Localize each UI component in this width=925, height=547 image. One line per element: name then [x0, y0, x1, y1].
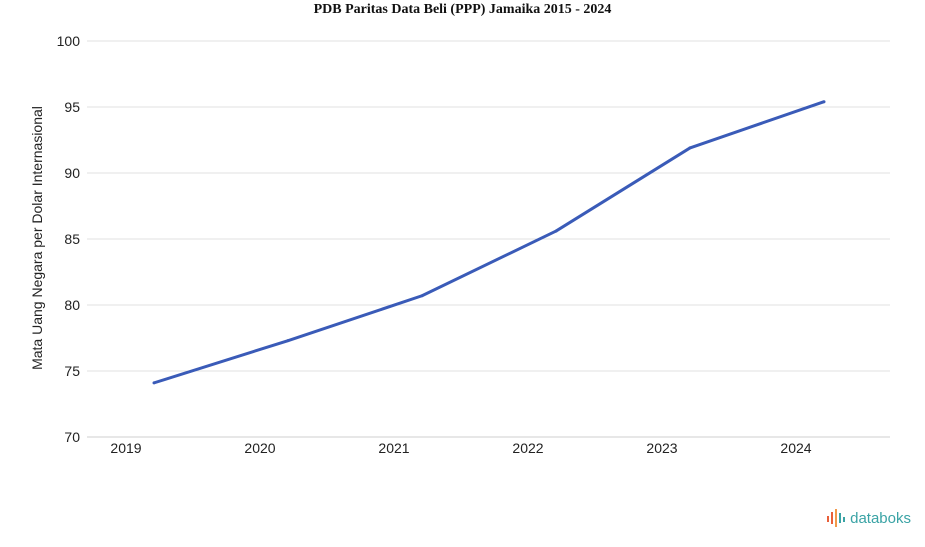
y-tick-label: 80 — [64, 297, 80, 313]
data-point — [822, 100, 826, 104]
series-layer — [152, 100, 826, 385]
data-point — [420, 294, 424, 298]
data-point — [688, 146, 692, 150]
data-point — [554, 229, 558, 233]
x-tick-label: 2020 — [244, 440, 275, 456]
y-tick-label: 70 — [64, 429, 80, 445]
bar-chart-icon — [827, 509, 846, 527]
brand-name: databoks — [850, 509, 911, 527]
y-tick-label: 85 — [64, 231, 80, 247]
y-tick-label: 90 — [64, 165, 80, 181]
brand-logo: databoks — [826, 509, 911, 527]
x-tick-label: 2022 — [512, 440, 543, 456]
y-axis-label: Mata Uang Negara per Dolar Internasional — [29, 106, 45, 370]
x-tick-label: 2023 — [646, 440, 677, 456]
x-tick-label: 2024 — [780, 440, 811, 456]
x-tick-label: 2019 — [110, 440, 141, 456]
grid-lines — [87, 40, 890, 438]
data-point — [152, 381, 156, 385]
y-tick-label: 100 — [57, 33, 81, 49]
chart-title: PDB Paritas Data Beli (PPP) Jamaika 2015… — [313, 2, 612, 17]
y-tick-label: 75 — [64, 363, 80, 379]
x-tick-labels: 2019 2020 2021 2022 2023 2024 — [110, 440, 811, 456]
y-tick-label: 95 — [64, 99, 80, 115]
y-tick-labels: 70 75 80 85 90 95 100 — [57, 33, 81, 445]
series-line — [153, 100, 825, 385]
x-tick-label: 2021 — [378, 440, 409, 456]
data-point — [286, 339, 290, 343]
